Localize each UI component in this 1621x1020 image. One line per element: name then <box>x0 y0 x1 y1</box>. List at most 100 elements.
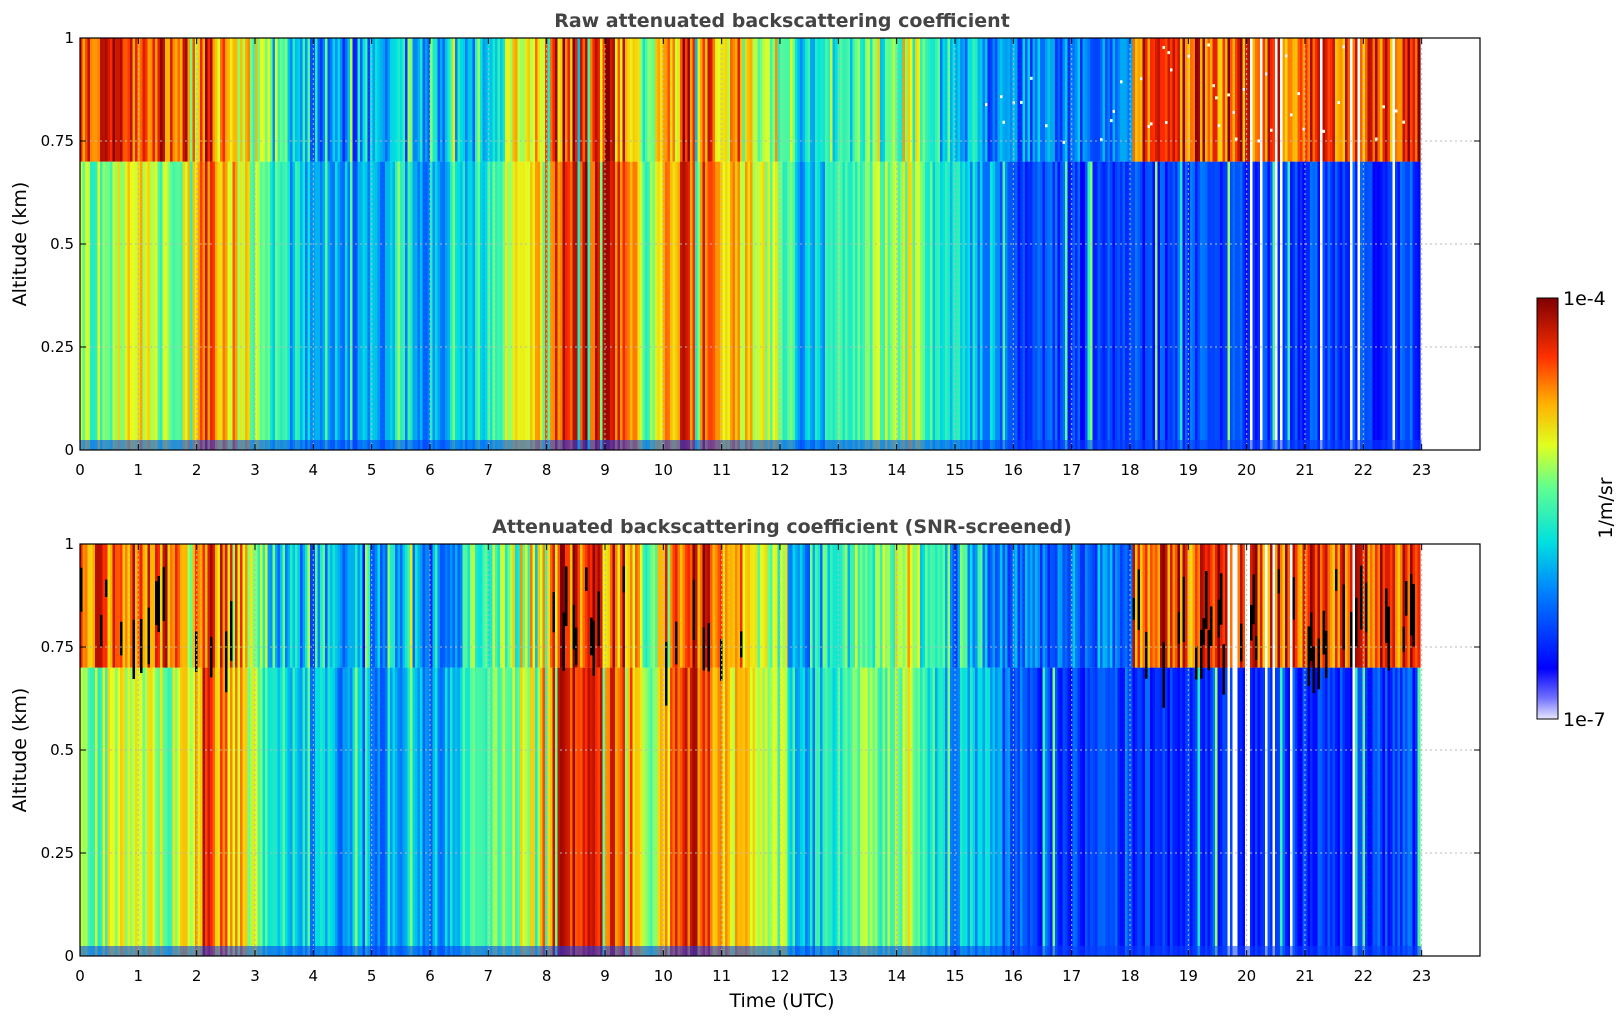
heatmap-column-upper <box>487 38 491 162</box>
heatmap-column <box>742 667 746 956</box>
heatmap-column <box>150 667 154 956</box>
heatmap-column <box>230 161 234 450</box>
heatmap-column-upper <box>220 544 224 668</box>
heatmap-column <box>152 161 156 450</box>
heatmap-column-upper <box>1315 544 1319 668</box>
heatmap-column-upper <box>655 38 659 162</box>
heatmap-column <box>582 667 586 956</box>
heatmap-column-upper <box>495 544 499 668</box>
heatmap-column-upper <box>482 544 486 668</box>
heatmap-column <box>182 667 186 956</box>
heatmap-column-upper <box>787 38 791 162</box>
heatmap-column-upper <box>477 38 481 162</box>
heatmap-column <box>597 667 601 956</box>
x-axis-label: Time (UTC) <box>728 990 834 1012</box>
heatmap-column <box>677 667 681 956</box>
heatmap-column <box>837 667 841 956</box>
heatmap-column-upper <box>1147 38 1151 162</box>
heatmap-noise <box>1120 80 1123 84</box>
heatmap-column <box>1360 161 1364 450</box>
heatmap-column-upper <box>255 38 259 162</box>
heatmap-column-upper <box>205 544 209 668</box>
heatmap-column <box>1200 667 1204 956</box>
heatmap-column-upper <box>1037 544 1041 668</box>
heatmap-column-upper <box>157 38 161 162</box>
heatmap-column <box>217 161 221 450</box>
heatmap-column <box>1405 161 1409 450</box>
heatmap-screened <box>1277 569 1281 594</box>
x-tick-label: 22 <box>1354 461 1373 479</box>
heatmap-column-upper <box>1185 38 1189 162</box>
heatmap-column-upper <box>312 544 316 668</box>
heatmap-column-upper <box>272 544 276 668</box>
heatmap-column <box>1272 161 1276 450</box>
heatmap-column-upper <box>182 544 186 668</box>
heatmap-column-upper <box>917 544 921 668</box>
heatmap-column <box>872 161 876 450</box>
heatmap-column-upper <box>710 544 714 668</box>
heatmap-column-upper <box>630 38 634 162</box>
heatmap-column-upper <box>1145 544 1149 668</box>
heatmap-column-upper <box>307 38 311 162</box>
heatmap-column-upper <box>835 544 839 668</box>
heatmap-column <box>977 161 981 450</box>
heatmap-column <box>915 161 919 450</box>
heatmap-column <box>167 667 171 956</box>
heatmap-column-upper <box>247 38 251 162</box>
heatmap-screened <box>1405 581 1409 616</box>
heatmap-column-upper <box>512 38 516 162</box>
heatmap-column <box>132 667 136 956</box>
heatmap-column-upper <box>715 544 719 668</box>
heatmap-column <box>1202 161 1206 450</box>
heatmap-column-upper <box>667 544 671 668</box>
x-tick-label: 2 <box>192 967 202 985</box>
heatmap-column <box>1040 667 1044 956</box>
heatmap-column <box>612 667 616 956</box>
heatmap-column-upper <box>92 38 96 162</box>
heatmap-column-upper <box>1097 544 1101 668</box>
heatmap-column <box>1065 161 1069 450</box>
heatmap-column <box>442 667 446 956</box>
heatmap-column-upper <box>670 38 674 162</box>
heatmap-column <box>1167 667 1171 956</box>
heatmap-column-upper <box>1025 38 1029 162</box>
heatmap-screened <box>565 566 569 626</box>
heatmap-column <box>972 667 976 956</box>
heatmap-column <box>500 667 504 956</box>
heatmap-column <box>1280 667 1284 956</box>
heatmap-column-upper <box>347 544 351 668</box>
heatmap-screened <box>572 604 576 650</box>
heatmap-column-upper <box>675 38 679 162</box>
heatmap-column <box>1322 667 1326 956</box>
heatmap-column <box>240 161 244 450</box>
heatmap-column-upper <box>617 544 621 668</box>
heatmap-column-upper <box>150 38 154 162</box>
heatmap-column-upper <box>950 544 954 668</box>
heatmap-column <box>927 667 931 956</box>
heatmap-column <box>752 667 756 956</box>
heatmap-screened <box>1205 571 1209 629</box>
heatmap-column-upper <box>217 38 221 162</box>
heatmap-column <box>910 161 914 450</box>
heatmap-column <box>1022 667 1026 956</box>
heatmap-column-upper <box>757 544 761 668</box>
heatmap-column <box>580 667 584 956</box>
heatmap-column <box>735 161 739 450</box>
heatmap-column-upper <box>1032 544 1036 668</box>
heatmap-column-upper <box>1015 544 1019 668</box>
heatmap-column <box>272 161 276 450</box>
heatmap-column <box>287 161 291 450</box>
heatmap-column <box>812 161 816 450</box>
heatmap-column <box>1260 667 1264 956</box>
heatmap-column-upper <box>1032 38 1036 162</box>
heatmap-column-upper <box>1402 544 1406 668</box>
heatmap-column <box>275 161 279 450</box>
heatmap-column <box>1345 161 1349 450</box>
heatmap-column-upper <box>752 544 756 668</box>
heatmap-column-upper <box>960 38 964 162</box>
heatmap-column <box>227 161 231 450</box>
heatmap-column <box>1047 667 1051 956</box>
heatmap-screened <box>1412 584 1416 647</box>
heatmap-column <box>1305 667 1309 956</box>
heatmap-column <box>1072 667 1076 956</box>
